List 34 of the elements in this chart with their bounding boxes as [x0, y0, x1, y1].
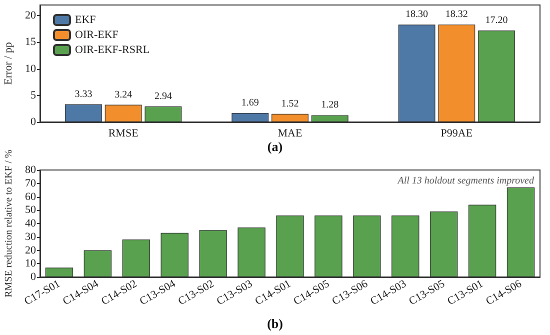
x-tick-label: P99AE — [440, 128, 473, 140]
y-axis-title: RMSE reduction relative to EKF / % — [4, 150, 15, 298]
data-label: 2.94 — [154, 90, 172, 102]
y-tick-label: 0 — [30, 116, 36, 128]
data-label: 18.32 — [445, 9, 468, 20]
legend-label: EKF — [75, 14, 96, 26]
data-label: 18.30 — [406, 9, 428, 20]
y-axis-title: Error / pp — [2, 42, 15, 85]
text: (b) — [267, 316, 283, 331]
y-tick-label: 5 — [30, 89, 36, 102]
data-label: 1.69 — [241, 98, 259, 109]
y-tick-label: 70 — [25, 177, 36, 190]
x-tick-label: MAE — [278, 128, 302, 140]
y-tick-label: 15 — [25, 36, 36, 48]
data-label: 3.33 — [74, 88, 92, 100]
legend-label: OIR-EKF — [75, 29, 118, 41]
y-tick-label: 60 — [25, 190, 36, 203]
data-label: 1.28 — [321, 100, 339, 111]
y-tick-label: 10 — [25, 258, 36, 270]
y-tick-label: 40 — [25, 218, 36, 230]
legend-label: OIR-EKF-RSRL — [75, 44, 150, 56]
data-label: 3.24 — [114, 89, 132, 100]
x-tick-label: RMSE — [108, 128, 139, 140]
y-tick-label: 80 — [25, 164, 36, 176]
y-tick-label: 0 — [30, 271, 36, 283]
data-label: 17.20 — [485, 15, 508, 26]
y-tick-label: 20 — [25, 10, 36, 22]
text: (a) — [267, 139, 283, 154]
annotation: All 13 holdout segments improved — [396, 176, 535, 186]
y-tick-label: 30 — [25, 230, 36, 243]
y-tick-label: 20 — [25, 244, 36, 256]
data-label: 1.52 — [281, 98, 299, 110]
y-tick-label: 50 — [25, 204, 36, 216]
y-tick-label: 10 — [25, 62, 36, 75]
